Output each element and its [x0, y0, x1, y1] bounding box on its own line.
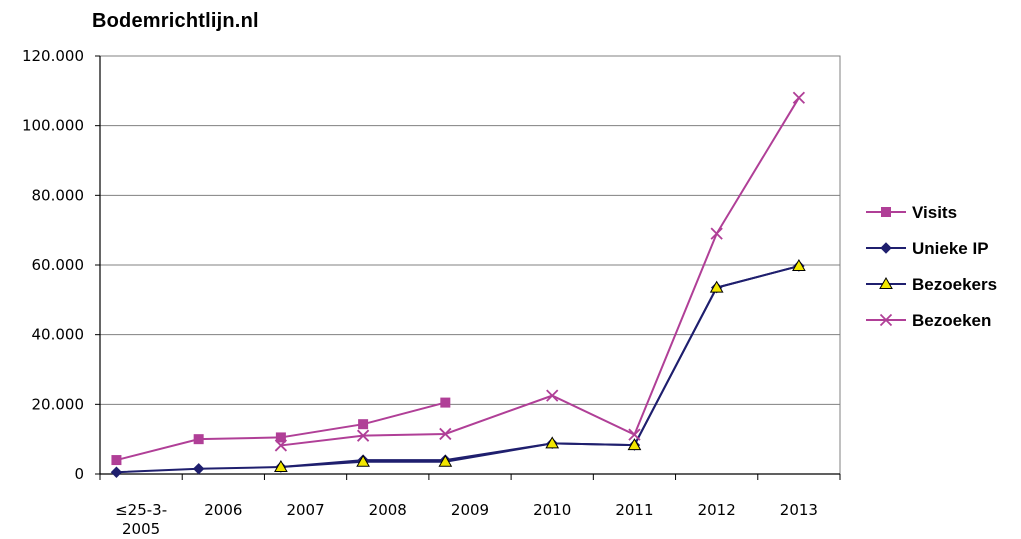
marker-triangle: [545, 436, 560, 449]
x-tick-label: 2006: [204, 501, 242, 519]
y-tick-label: 40.000: [32, 326, 85, 344]
marker-square: [881, 207, 891, 217]
marker-square: [440, 397, 451, 408]
series-bezoekers: [274, 259, 806, 473]
series-group: [110, 91, 806, 478]
legend-label: Bezoekers: [912, 275, 997, 294]
marker-x: [274, 439, 288, 452]
y-tick-label: 20.000: [32, 395, 85, 413]
legend: Visits Unieke IP Bezoekers Bezoeken: [866, 203, 997, 330]
x-tick-label: 2013: [780, 501, 818, 519]
series-unieke-ip: [110, 260, 805, 478]
x-tick-label: ≤25-3-2005: [115, 501, 167, 538]
marker-triangle: [438, 454, 453, 467]
x-tick-label: 2012: [698, 501, 736, 519]
marker-triangle: [792, 259, 806, 272]
x-tick-label: 2010: [533, 501, 571, 519]
legend-label: Visits: [912, 203, 957, 222]
marker-triangle: [356, 454, 370, 467]
series-visits: [111, 397, 451, 466]
marker-x: [879, 313, 893, 327]
series-bezoeken: [274, 91, 806, 452]
marker-triangle: [879, 276, 893, 289]
x-tick-label: 2011: [615, 501, 653, 519]
series-line: [116, 265, 800, 474]
y-tick-label: 0: [74, 465, 84, 483]
marker-diamond: [110, 466, 123, 478]
y-tick-label: 80.000: [32, 186, 85, 204]
x-tick-label: 2007: [286, 501, 324, 519]
marker-diamond: [880, 242, 892, 254]
marker-diamond: [192, 463, 205, 475]
marker-x: [628, 428, 641, 441]
legend-item: Bezoekers: [866, 275, 997, 294]
marker-x: [710, 227, 723, 240]
x-tick-label: 2008: [369, 501, 407, 519]
marker-square: [111, 455, 122, 466]
marker-square: [358, 419, 369, 430]
marker-x: [439, 427, 452, 441]
series-line: [116, 401, 446, 462]
series-line: [280, 97, 800, 447]
marker-x: [356, 429, 370, 442]
x-tick-label: 2009: [451, 501, 489, 519]
y-axis-ticks: 0 20.000 40.000 60.000 80.000 100.000 120.000: [22, 47, 100, 483]
marker-square: [193, 434, 204, 445]
gridlines: [100, 125, 840, 405]
marker-x: [546, 389, 559, 402]
y-tick-label: 100.000: [22, 117, 84, 135]
marker-triangle: [627, 438, 642, 451]
marker-triangle: [274, 460, 288, 473]
legend-item: Unieke IP: [866, 239, 989, 258]
y-tick-label: 120.000: [22, 47, 84, 65]
marker-square: [275, 432, 286, 443]
legend-label: Unieke IP: [912, 239, 989, 258]
marker-triangle: [709, 280, 724, 293]
chart-title: Bodemrichtlijn.nl: [92, 10, 259, 32]
legend-item: Visits: [866, 203, 957, 222]
legend-label: Bezoeken: [912, 311, 991, 330]
legend-item: Bezoeken: [866, 311, 991, 330]
marker-x: [792, 91, 806, 104]
y-tick-label: 60.000: [32, 256, 85, 274]
x-axis-ticks: ≤25-3-2005 2006 2007 2008 2009 2010 2011 2012 20…: [99, 474, 841, 538]
